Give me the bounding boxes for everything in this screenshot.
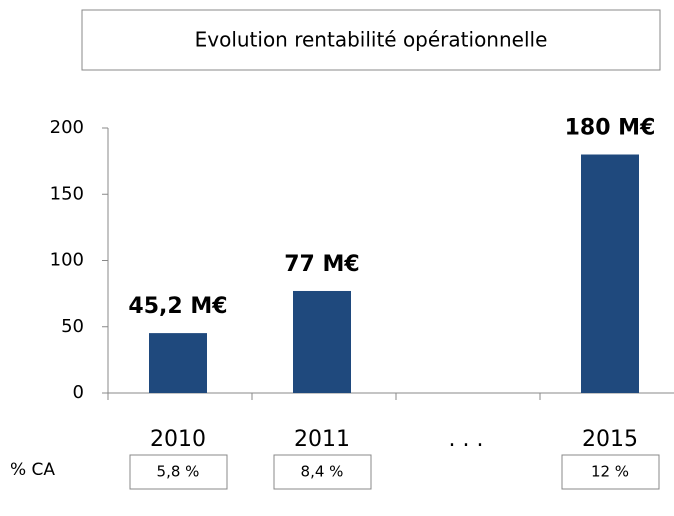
value-label: 180 M€ xyxy=(565,116,656,141)
ratio-box xyxy=(561,454,660,490)
y-tick-label: 150 xyxy=(50,183,84,204)
ratio-box xyxy=(129,454,228,490)
value-label: 77 M€ xyxy=(284,252,359,277)
y-tick-label: 100 xyxy=(50,250,84,271)
ratio-row-label: % CA xyxy=(10,460,55,480)
y-tick-label: 0 xyxy=(73,382,84,403)
x-tick-label: 2011 xyxy=(294,427,350,452)
title-box xyxy=(81,9,661,71)
value-label: 45,2 M€ xyxy=(128,294,227,319)
bar xyxy=(293,290,351,393)
bar xyxy=(581,154,639,393)
ratio-value: 5,8 % xyxy=(157,463,200,481)
x-tick-label: . . . xyxy=(449,427,484,452)
ratio-value: 8,4 % xyxy=(301,463,344,481)
bar xyxy=(149,333,207,393)
chart-title: Evolution rentabilité opérationnelle xyxy=(195,28,548,52)
x-tick-label: 2015 xyxy=(582,427,638,452)
y-tick-label: 50 xyxy=(61,316,84,337)
ratio-box xyxy=(273,454,372,490)
y-tick-label: 200 xyxy=(50,117,84,138)
x-tick-label: 2010 xyxy=(150,427,206,452)
ratio-value: 12 % xyxy=(591,463,629,481)
